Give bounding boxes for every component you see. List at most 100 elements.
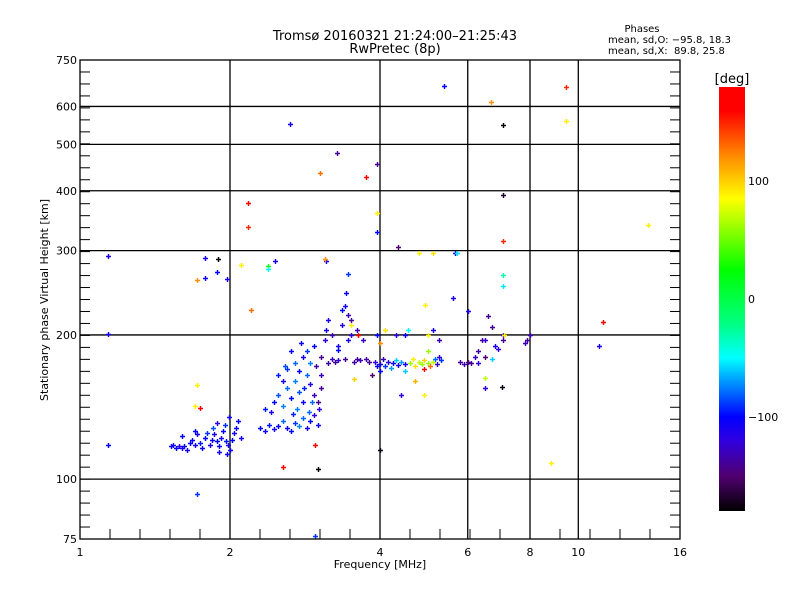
data-point: [205, 431, 210, 436]
data-point: [225, 452, 230, 457]
data-point: [394, 358, 399, 363]
data-point: [276, 373, 281, 378]
data-point: [349, 318, 354, 323]
data-point: [313, 443, 318, 448]
data-point: [226, 443, 231, 448]
data-point: [215, 270, 220, 275]
data-point: [301, 416, 306, 421]
data-point: [375, 162, 380, 167]
x-tick-label: 10: [571, 546, 585, 559]
data-point: [301, 400, 306, 405]
data-point: [195, 432, 200, 437]
colorbar: [deg] 100 0 −100: [715, 72, 778, 511]
data-point: [203, 256, 208, 261]
data-point: [246, 201, 251, 206]
x-axis-label: Frequency [MHz]: [334, 558, 426, 571]
data-point: [217, 450, 222, 455]
data-point: [646, 223, 651, 228]
data-point: [267, 423, 272, 428]
data-point: [293, 421, 298, 426]
data-point: [483, 338, 488, 343]
data-point: [455, 251, 460, 256]
data-point: [215, 439, 220, 444]
data-point: [422, 367, 427, 372]
data-point: [399, 360, 404, 365]
data-point: [210, 438, 215, 443]
data-point: [469, 361, 474, 366]
data-point: [361, 338, 366, 343]
x-tick-label: 4: [377, 546, 384, 559]
data-point: [408, 361, 413, 366]
data-point: [375, 211, 380, 216]
data-point: [490, 325, 495, 330]
data-point: [528, 333, 533, 338]
data-point: [239, 263, 244, 268]
x-tick-label: 16: [673, 546, 687, 559]
data-point: [378, 341, 383, 346]
data-point: [373, 360, 378, 365]
data-point: [193, 429, 198, 434]
data-point: [289, 349, 294, 354]
x-tick-label: 1: [77, 546, 84, 559]
data-point: [564, 119, 569, 124]
data-point: [330, 357, 335, 362]
data-point: [501, 273, 506, 278]
data-point: [370, 373, 375, 378]
data-point: [483, 376, 488, 381]
data-point: [523, 341, 528, 346]
data-point: [281, 465, 286, 470]
data-point: [335, 151, 340, 156]
data-point: [223, 423, 228, 428]
data-point: [305, 426, 310, 431]
data-point: [358, 358, 363, 363]
data-point: [451, 296, 456, 301]
y-tick-label: 300: [56, 245, 77, 258]
data-point: [343, 304, 348, 309]
data-point: [217, 444, 222, 449]
y-tick-label: 600: [56, 100, 77, 113]
data-point: [319, 355, 324, 360]
data-point: [413, 364, 418, 369]
data-point: [106, 443, 111, 448]
data-point: [215, 421, 220, 426]
data-point: [276, 393, 281, 398]
x-tick-label: 6: [464, 546, 471, 559]
data-point: [276, 424, 281, 429]
data-point: [319, 386, 324, 391]
data-point: [314, 364, 319, 369]
data-point: [422, 358, 427, 363]
data-point: [308, 361, 313, 366]
data-point: [299, 341, 304, 346]
data-point: [431, 360, 436, 365]
data-point: [177, 444, 182, 449]
data-point: [483, 386, 488, 391]
data-point: [343, 357, 348, 362]
data-point: [426, 349, 431, 354]
data-point: [346, 272, 351, 277]
data-point: [239, 436, 244, 441]
data-point: [486, 314, 491, 319]
data-point: [330, 333, 335, 338]
colorbar-tick-label: 0: [748, 293, 755, 306]
data-point: [501, 193, 506, 198]
data-point: [431, 251, 436, 256]
data-point: [323, 257, 328, 262]
data-point: [501, 239, 506, 244]
data-point: [190, 438, 195, 443]
data-point: [297, 424, 302, 429]
data-point: [476, 349, 481, 354]
data-point: [234, 426, 239, 431]
data-point: [340, 308, 345, 313]
data-point: [212, 432, 217, 437]
data-point: [413, 379, 418, 384]
data-point: [281, 404, 286, 409]
data-point: [422, 393, 427, 398]
data-point: [442, 84, 447, 89]
data-points: [106, 84, 651, 539]
data-point: [305, 349, 310, 354]
data-point: [227, 415, 232, 420]
data-point: [219, 436, 224, 441]
y-tick-label: 100: [56, 473, 77, 486]
data-point: [466, 309, 471, 314]
data-point: [225, 277, 230, 282]
